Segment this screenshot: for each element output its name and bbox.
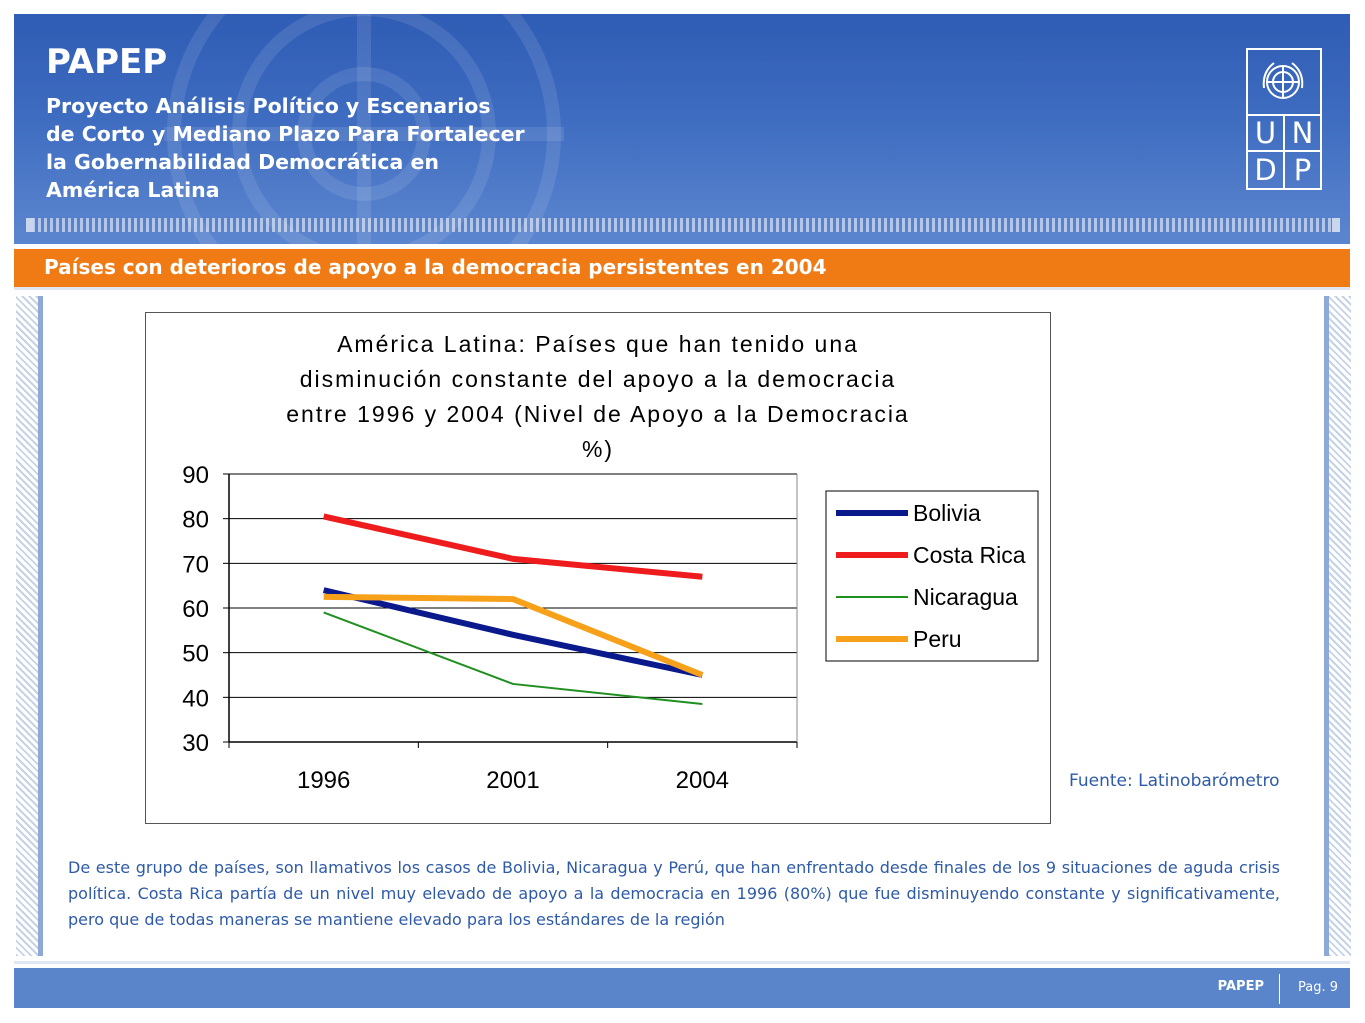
x-tick-label: 1996 <box>297 767 350 794</box>
legend-box <box>825 490 1039 662</box>
header-banner: PAPEP Proyecto Análisis Político y Escen… <box>14 14 1350 244</box>
y-tick-label: 40 <box>182 685 209 712</box>
decorative-dash-strip <box>26 218 1340 232</box>
y-tick-label: 80 <box>182 507 209 534</box>
x-tick-label: 2004 <box>676 767 729 794</box>
legend-label: Peru <box>913 626 962 652</box>
series-line-peru <box>323 593 704 678</box>
right-decorative-border <box>1324 296 1351 956</box>
y-tick-label: 60 <box>182 596 209 623</box>
line-chart: América Latina: Países que han tenido un… <box>145 312 1051 824</box>
series-line-bolivia <box>322 587 703 678</box>
y-tick-label: 30 <box>182 730 209 757</box>
subtitle-line: Proyecto Análisis Político y Escenarios <box>46 94 491 118</box>
chart-title-line: América Latina: Países que han tenido un… <box>337 331 859 357</box>
x-tick-label: 2001 <box>486 767 539 794</box>
left-decorative-border <box>16 296 43 956</box>
y-tick-label: 50 <box>182 641 209 668</box>
body-paragraph: De este grupo de países, son llamativos … <box>68 858 1280 929</box>
footer-bar: PAPEP Pag. 9 <box>14 968 1350 1008</box>
undp-logo: U N D P <box>1246 48 1322 190</box>
chart-title-line: %) <box>581 436 615 462</box>
legend-label: Nicaragua <box>913 584 1018 610</box>
section-title: Países con deterioros de apoyo a la demo… <box>44 255 827 279</box>
legend-label: Bolivia <box>913 500 981 526</box>
subtitle-line: de Corto y Mediano Plazo Para Fortalecer <box>46 122 525 146</box>
undp-letter-grid: U N D P <box>1248 114 1320 188</box>
un-emblem-watermark <box>164 14 564 244</box>
page-number: Pag. 9 <box>1297 980 1338 995</box>
logo-letter: N <box>1291 116 1314 150</box>
logo-letter: P <box>1293 153 1312 187</box>
footer-brand: PAPEP <box>1217 979 1264 994</box>
logo-letter: U <box>1254 116 1277 150</box>
footer-separator <box>1279 974 1280 1004</box>
un-globe-icon <box>1262 62 1304 99</box>
section-bar: Países con deterioros de apoyo a la demo… <box>14 249 1350 290</box>
subtitle-line: la Gobernabilidad Democrática en <box>46 150 440 174</box>
project-subtitle: Proyecto Análisis Político y Escenarios … <box>46 92 525 204</box>
y-tick-label: 90 <box>182 462 209 489</box>
chart-title-line: disminución constante del apoyo a la dem… <box>299 366 897 392</box>
brand-title: PAPEP <box>46 42 168 82</box>
footer-divider <box>14 961 1350 964</box>
series-line-costa-rica <box>323 513 703 580</box>
y-tick-label: 70 <box>182 551 209 578</box>
source-note: Fuente: Latinobarómetro <box>1069 771 1280 791</box>
subtitle-line: América Latina <box>46 178 220 202</box>
chart-title: América Latina: Países que han tenido un… <box>146 327 1050 467</box>
series-line-nicaragua <box>323 611 703 706</box>
legend-label: Costa Rica <box>913 542 1026 568</box>
logo-letter: D <box>1254 153 1277 187</box>
chart-plot: 90 80 70 60 50 40 30 1996 2001 2004 Bolivia Costa R… <box>182 462 1039 794</box>
chart-title-line: entre 1996 y 2004 (Nivel de Apoyo a la D… <box>286 401 910 427</box>
